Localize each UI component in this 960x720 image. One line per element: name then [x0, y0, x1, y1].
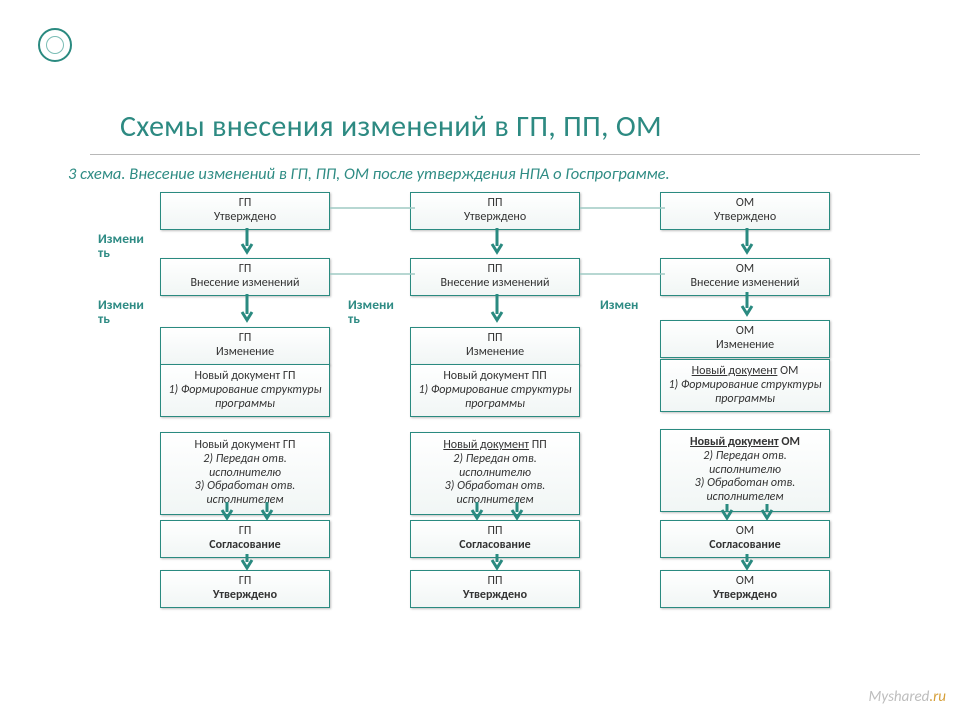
arrow-down-icon	[490, 228, 502, 246]
text: 1) Формирование структуры программы	[417, 384, 573, 412]
watermark-suffix: .ru	[929, 688, 946, 706]
text: ППИзменение	[417, 332, 573, 360]
arrow-down-icon	[740, 228, 752, 246]
text: ППУтверждено	[417, 197, 573, 225]
text: Новый документ ПП	[417, 370, 573, 384]
text: ППУтверждено	[417, 575, 573, 603]
box-gp-changes: ГПВнесение изменений	[160, 258, 330, 296]
text: ГПУтверждено	[167, 575, 323, 603]
text: 2) Передан отв. исполнителю3) Обработан …	[667, 450, 823, 505]
text: 2) Передан отв. исполнителю3) Обработан …	[417, 453, 573, 508]
label-edit: Измен	[600, 298, 670, 312]
text: 1) Формирование структуры программы	[667, 379, 823, 407]
box-om-change: ОМИзменение	[660, 320, 830, 358]
text: ГПСогласование	[167, 525, 323, 553]
box-om-agree: ОМСогласование	[660, 520, 830, 558]
text: ГПУтверждено	[167, 197, 323, 225]
arrow-down-icon	[260, 502, 272, 520]
title-divider	[90, 154, 920, 155]
arrow-down-icon	[240, 554, 252, 572]
box-gp-agree: ГПСогласование	[160, 520, 330, 558]
box-pp-change: ППИзменение	[410, 327, 580, 365]
arrow-down-icon	[720, 504, 732, 522]
arrow-down-icon	[510, 502, 522, 520]
text: ОМУтверждено	[667, 197, 823, 225]
label-edit: Изменить	[98, 298, 168, 326]
label-edit: Изменить	[348, 298, 418, 326]
box-pp-newdoc2: Новый документ ПП 2) Передан отв. исполн…	[410, 432, 580, 515]
text: Новый документ ГП	[167, 370, 323, 384]
box-gp-approved2: ГПУтверждено	[160, 570, 330, 608]
box-om-newdoc1: Новый документ ОМ 1) Формирование структ…	[660, 359, 830, 412]
text: Новый документ ОМ	[667, 436, 823, 450]
text: ГПИзменение	[167, 332, 323, 360]
arrow-down-icon	[760, 504, 772, 522]
box-om-newdoc2: Новый документ ОМ 2) Передан отв. исполн…	[660, 429, 830, 512]
text: Новый документ ПП	[417, 439, 573, 453]
arrow-down-icon	[490, 294, 502, 312]
box-pp-approved2: ППУтверждено	[410, 570, 580, 608]
box-pp-changes: ППВнесение изменений	[410, 258, 580, 296]
arrow-down-icon	[470, 502, 482, 520]
text: Новый документ ГП	[167, 439, 323, 453]
arrow-down-icon	[220, 502, 232, 520]
arrow-down-icon	[490, 554, 502, 572]
box-gp-approved: ГПУтверждено	[160, 192, 330, 230]
box-pp-agree: ППСогласование	[410, 520, 580, 558]
box-pp-newdoc1: Новый документ ПП 1) Формирование структ…	[410, 364, 580, 417]
text: ППВнесение изменений	[417, 263, 573, 291]
text: ГПВнесение изменений	[167, 263, 323, 291]
arrow-down-icon	[240, 294, 252, 312]
text: ППСогласование	[417, 525, 573, 553]
label-edit: Изменить	[98, 232, 168, 260]
page-subtitle: 3 схема. Внесение изменений в ГП, ПП, ОМ…	[68, 164, 670, 184]
text: ОМИзменение	[667, 325, 823, 353]
text: ОМВнесение изменений	[667, 263, 823, 291]
box-pp-approved: ППУтверждено	[410, 192, 580, 230]
arrow-down-icon	[740, 554, 752, 572]
box-gp-change: ГПИзменение	[160, 327, 330, 365]
text: 1) Формирование структуры программы	[167, 384, 323, 412]
slide-ornament-icon	[38, 28, 72, 62]
box-om-changes: ОМВнесение изменений	[660, 258, 830, 296]
box-gp-newdoc1: Новый документ ГП 1) Формирование структ…	[160, 364, 330, 417]
text: Новый документ ОМ	[667, 365, 823, 379]
watermark: Myshared.ru	[869, 688, 946, 706]
arrow-down-icon	[240, 228, 252, 246]
box-gp-newdoc2: Новый документ ГП 2) Передан отв. исполн…	[160, 432, 330, 515]
page-title: Схемы внесения изменений в ГП, ПП, ОМ	[120, 108, 662, 145]
text: 2) Передан отв. исполнителю3) Обработан …	[167, 453, 323, 508]
text: ОМСогласование	[667, 525, 823, 553]
arrow-down-icon	[740, 292, 752, 310]
text: ОМУтверждено	[667, 575, 823, 603]
box-om-approved2: ОМУтверждено	[660, 570, 830, 608]
box-om-approved: ОМУтверждено	[660, 192, 830, 230]
watermark-text: Myshared	[869, 688, 930, 706]
